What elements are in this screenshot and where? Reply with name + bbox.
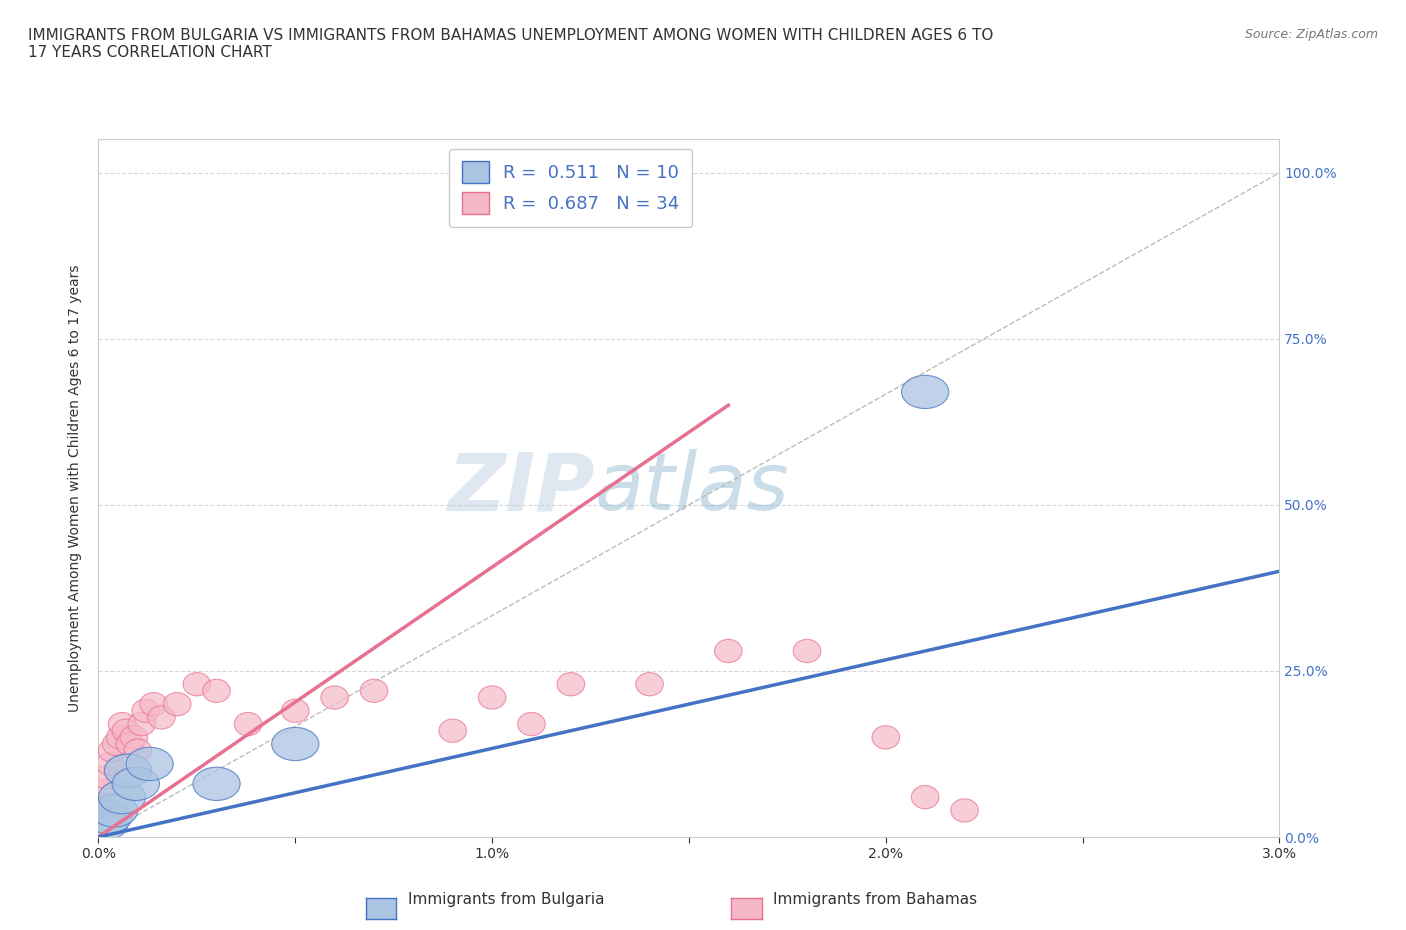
- Ellipse shape: [148, 706, 176, 729]
- Ellipse shape: [139, 693, 167, 716]
- Ellipse shape: [271, 727, 319, 761]
- Ellipse shape: [183, 672, 211, 696]
- Ellipse shape: [517, 712, 546, 736]
- Ellipse shape: [128, 712, 156, 736]
- Ellipse shape: [98, 739, 127, 763]
- Y-axis label: Unemployment Among Women with Children Ages 6 to 17 years: Unemployment Among Women with Children A…: [69, 264, 83, 712]
- Ellipse shape: [117, 733, 143, 755]
- Ellipse shape: [235, 712, 262, 736]
- Ellipse shape: [321, 686, 349, 710]
- Ellipse shape: [112, 719, 139, 742]
- Ellipse shape: [911, 786, 939, 809]
- Ellipse shape: [124, 739, 152, 763]
- Ellipse shape: [132, 699, 159, 723]
- Ellipse shape: [108, 712, 136, 736]
- Ellipse shape: [87, 799, 114, 822]
- Ellipse shape: [714, 640, 742, 663]
- Ellipse shape: [439, 719, 467, 742]
- Ellipse shape: [950, 799, 979, 822]
- Text: atlas: atlas: [595, 449, 789, 527]
- Ellipse shape: [193, 767, 240, 801]
- Ellipse shape: [98, 780, 146, 814]
- Ellipse shape: [93, 765, 120, 789]
- Ellipse shape: [103, 733, 129, 755]
- Ellipse shape: [901, 376, 949, 408]
- Ellipse shape: [84, 801, 132, 833]
- Ellipse shape: [90, 794, 138, 827]
- Ellipse shape: [107, 725, 134, 749]
- Ellipse shape: [97, 752, 124, 776]
- Text: Immigrants from Bahamas: Immigrants from Bahamas: [773, 892, 977, 907]
- Ellipse shape: [478, 686, 506, 710]
- Ellipse shape: [104, 754, 152, 787]
- Ellipse shape: [202, 679, 231, 702]
- Ellipse shape: [80, 807, 128, 841]
- Text: ZIP: ZIP: [447, 449, 595, 527]
- Ellipse shape: [163, 693, 191, 716]
- Text: Source: ZipAtlas.com: Source: ZipAtlas.com: [1244, 28, 1378, 41]
- Ellipse shape: [112, 767, 159, 801]
- Ellipse shape: [281, 699, 309, 723]
- Ellipse shape: [793, 640, 821, 663]
- Ellipse shape: [557, 672, 585, 696]
- Ellipse shape: [360, 679, 388, 702]
- Ellipse shape: [89, 792, 117, 816]
- Ellipse shape: [872, 725, 900, 749]
- Legend: R =  0.511   N = 10, R =  0.687   N = 34: R = 0.511 N = 10, R = 0.687 N = 34: [450, 149, 692, 227]
- Ellipse shape: [127, 748, 173, 780]
- Ellipse shape: [120, 725, 148, 749]
- Text: IMMIGRANTS FROM BULGARIA VS IMMIGRANTS FROM BAHAMAS UNEMPLOYMENT AMONG WOMEN WIT: IMMIGRANTS FROM BULGARIA VS IMMIGRANTS F…: [28, 28, 994, 60]
- Ellipse shape: [90, 779, 118, 802]
- Text: Immigrants from Bulgaria: Immigrants from Bulgaria: [408, 892, 605, 907]
- Ellipse shape: [636, 672, 664, 696]
